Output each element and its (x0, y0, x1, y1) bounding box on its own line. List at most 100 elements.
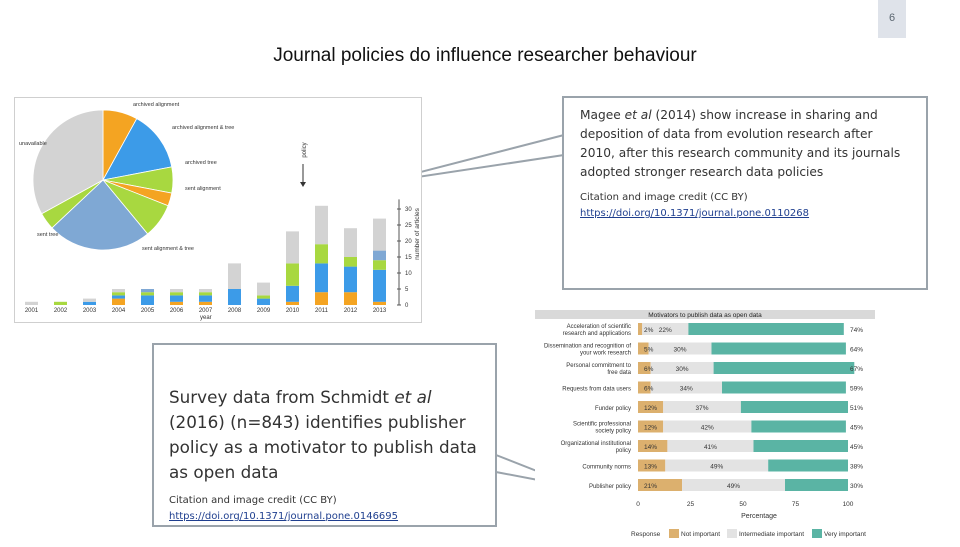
very-important-pct: 74% (850, 327, 863, 334)
motivator-category-label: society policy (595, 429, 631, 435)
motivator-category-label: Scientific professional (573, 422, 631, 428)
y-tick-label: 20 (405, 239, 412, 245)
motivator-category-label: Dissemination and recognition of (544, 344, 631, 350)
motivators-chart-svg: Motivators to publish data as open data … (535, 310, 875, 538)
pie-slice (102, 118, 173, 181)
legend-label: Intermediate important (739, 531, 804, 538)
legend-swatch (669, 529, 679, 538)
bar-segment (112, 295, 125, 299)
motivator-bar-segment (638, 420, 664, 433)
bar-segment (170, 301, 183, 305)
motivator-bar-segment (638, 459, 666, 472)
x-tick-label: 2013 (373, 308, 387, 314)
bar-segment (315, 292, 328, 305)
motivator-bar-segment (638, 323, 643, 335)
callout-magee-credit: Citation and image credit (CC BY) https:… (580, 192, 810, 219)
x-axis-title: year (200, 315, 212, 321)
chart-title: Motivators to publish data as open data (648, 312, 762, 319)
callout-schmidt-credit: Citation and image credit (CC BY) https:… (169, 495, 399, 522)
motivator-category-label: Community norms (582, 465, 631, 471)
motivator-category-label: research and applications (563, 331, 631, 337)
intermediate-pct: 42% (701, 425, 714, 432)
not-important-pct: 5% (644, 347, 654, 354)
y-tick-label: 15 (405, 255, 412, 261)
pie-label: sent alignment & tree (142, 246, 194, 252)
bar-chart (25, 205, 386, 305)
bar-segment (286, 231, 299, 264)
not-important-pct: 12% (644, 425, 657, 432)
motivator-bar-segment (682, 479, 785, 491)
bar-segment (112, 289, 125, 293)
motivator-bar-segment (648, 342, 712, 355)
bar-segment (199, 301, 212, 305)
policy-arrowhead (300, 182, 306, 187)
bar-segment (199, 289, 212, 293)
chart-title-bar (535, 310, 875, 319)
bar-segment (286, 263, 299, 286)
x-tick-label: 2002 (54, 308, 68, 314)
bar-segment (83, 298, 96, 302)
x-tick-label: 2003 (83, 308, 97, 314)
bar-segment (315, 263, 328, 293)
x-tick-label: 2005 (141, 308, 155, 314)
bar-segment (344, 292, 357, 305)
not-important-pct: 2% (644, 327, 654, 334)
intermediate-pct: 49% (727, 483, 740, 490)
not-important-pct: 12% (644, 405, 657, 412)
x-tick-label: 0 (636, 501, 640, 508)
y-tick-label: 10 (405, 271, 412, 277)
bar-segment (112, 298, 125, 305)
x-tick-label: 2009 (257, 308, 271, 314)
bar-segment (141, 295, 154, 305)
very-important-pct: 45% (850, 425, 863, 432)
motivator-category-label: Publisher policy (589, 484, 631, 490)
motivator-category-label: Funder policy (595, 406, 631, 412)
bar-segment (170, 295, 183, 302)
x-axis-title: Percentage (741, 513, 777, 520)
very-important-pct: 64% (850, 347, 863, 354)
magee-doi-link[interactable]: https://doi.org/10.1371/journal.pone.011… (580, 208, 810, 219)
not-important-pct: 13% (644, 464, 657, 471)
y-tick-label: 5 (405, 287, 409, 293)
intermediate-pct: 49% (710, 464, 723, 471)
motivator-category-label: policy (616, 448, 631, 454)
not-important-pct: 6% (644, 366, 654, 373)
intermediate-pct: 34% (680, 386, 693, 393)
bar-segment (170, 289, 183, 293)
pie-label: sent tree (37, 232, 58, 238)
pie-label: archived alignment & tree (172, 125, 234, 131)
pie-label: sent alignment (185, 186, 221, 192)
bar-segment (373, 250, 386, 261)
callout-magee-text: Magee et al (2014) show increase in shar… (580, 108, 901, 179)
y-tick-label: 30 (405, 207, 412, 213)
slide-title: Journal policies do influence researcher… (273, 45, 697, 66)
motivator-bar-segment (713, 362, 855, 374)
not-important-pct: 21% (644, 483, 657, 490)
bar-segment (344, 266, 357, 293)
legend-swatch (727, 529, 737, 538)
schmidt-doi-link[interactable]: https://doi.org/10.1371/journal.pone.014… (169, 511, 399, 522)
bar-segment (344, 228, 357, 257)
bar-segment (315, 205, 328, 245)
motivators-figure: Motivators to publish data as open data … (535, 310, 875, 542)
very-important-pct: 67% (850, 366, 863, 373)
motivator-bar-segment (650, 362, 714, 374)
pie-slice (32, 109, 104, 215)
bar-segment (257, 295, 270, 299)
motivator-category-label: Organizational institutional (561, 441, 631, 447)
motivator-bar-segment (665, 459, 769, 472)
x-tick-label: 2011 (315, 308, 329, 314)
y-axis: 0 5 10 15 20 25 30 (397, 199, 412, 309)
intermediate-pct: 22% (659, 327, 672, 334)
very-important-pct: 51% (850, 405, 863, 412)
motivator-bar-segment (785, 479, 848, 491)
intermediate-pct: 41% (704, 444, 717, 451)
policy-annotation: policy (302, 142, 308, 157)
x-tick-label: 2004 (112, 308, 126, 314)
motivator-bar-segment (638, 342, 649, 355)
motivator-bar-segment (663, 420, 752, 433)
callout-schmidt: Survey data from Schmidt et al (2016) (n… (152, 343, 497, 527)
intermediate-pct: 37% (696, 405, 709, 412)
bar-segment (373, 301, 386, 305)
